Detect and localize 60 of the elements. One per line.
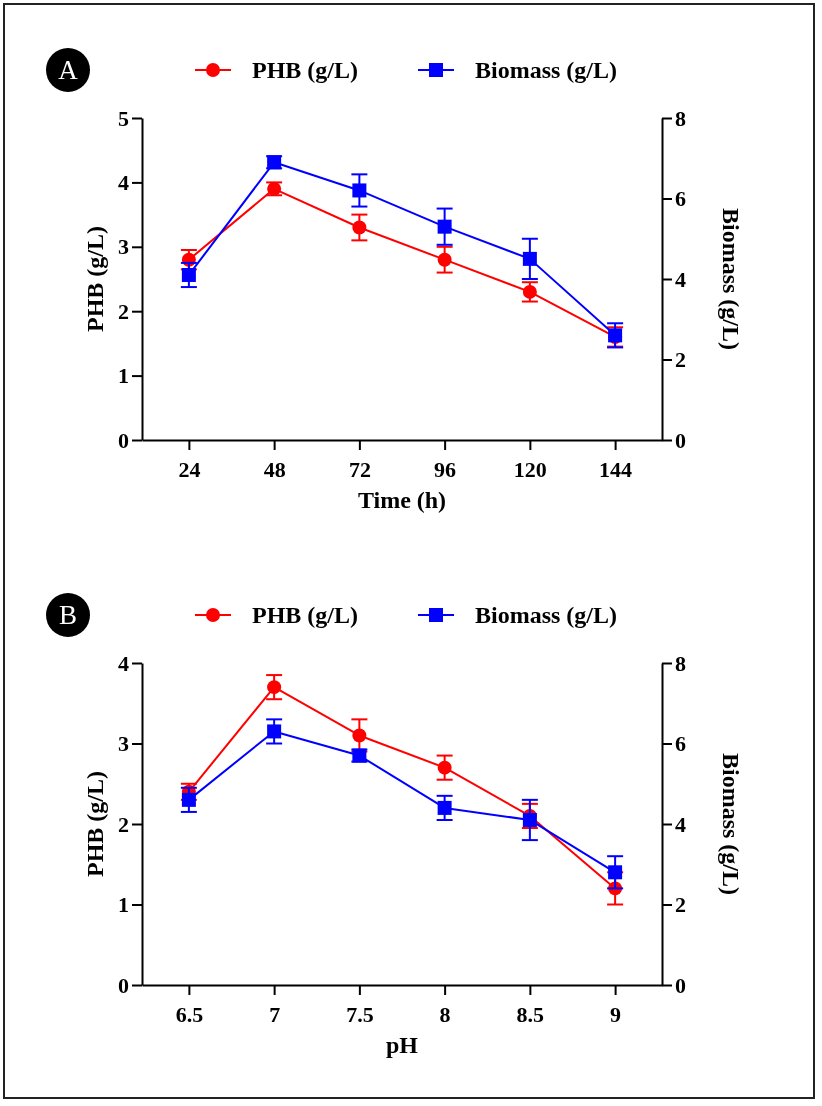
y2-tick-label: 4 bbox=[675, 266, 686, 292]
x-tick-label: 144 bbox=[599, 457, 633, 483]
x-tick-label: 6.5 bbox=[175, 1002, 204, 1028]
y-axis-title: PHB (g/L) bbox=[82, 771, 108, 877]
point bbox=[437, 252, 452, 267]
point bbox=[437, 800, 452, 815]
legend-label: PHB (g/L) bbox=[252, 602, 358, 628]
y-tick-label: 4 bbox=[118, 650, 129, 676]
legend-label: Biomass (g/L) bbox=[475, 602, 618, 628]
point bbox=[608, 865, 623, 880]
point bbox=[181, 792, 196, 807]
x-tick-label: 9 bbox=[610, 1002, 622, 1028]
x-tick-label: 7.5 bbox=[346, 1002, 374, 1028]
y2-tick-label: 0 bbox=[675, 972, 686, 998]
point bbox=[267, 680, 282, 695]
y-tick-label: 4 bbox=[118, 169, 129, 195]
point bbox=[352, 220, 367, 235]
x-tick-label: 72 bbox=[348, 457, 371, 483]
point bbox=[437, 760, 452, 775]
y-tick-label: 2 bbox=[118, 811, 129, 837]
y-tick-label: 3 bbox=[118, 234, 129, 260]
x-tick-label: 8.5 bbox=[516, 1002, 545, 1028]
y2-tick-label: 6 bbox=[675, 731, 686, 757]
y-tick-label: 2 bbox=[118, 298, 129, 324]
point bbox=[267, 724, 282, 739]
y-tick-label: 5 bbox=[118, 105, 129, 131]
point bbox=[352, 728, 367, 743]
point bbox=[522, 812, 537, 827]
x-tick-label: 7 bbox=[269, 1002, 281, 1028]
point bbox=[522, 284, 537, 299]
point bbox=[437, 219, 452, 234]
x-axis-title: Time (h) bbox=[357, 487, 447, 513]
y2-tick-label: 0 bbox=[675, 427, 686, 453]
chart-title: B bbox=[58, 600, 78, 630]
y2-tick-label: 8 bbox=[675, 650, 686, 676]
x-tick-label: 96 bbox=[434, 457, 457, 483]
y-tick-label: 1 bbox=[118, 363, 129, 389]
chart-title: A bbox=[58, 55, 79, 85]
y2-axis-title: Biomass (g/L) bbox=[718, 752, 744, 896]
y2-tick-label: 2 bbox=[675, 892, 686, 918]
y2-axis-title: Biomass (g/L) bbox=[718, 207, 744, 351]
point bbox=[522, 251, 537, 266]
point bbox=[181, 267, 196, 282]
x-axis-title: pH bbox=[385, 1032, 419, 1058]
y2-tick-label: 8 bbox=[675, 105, 686, 131]
y-tick-label: 0 bbox=[118, 427, 129, 453]
legend-label: Biomass (g/L) bbox=[475, 57, 618, 83]
y-tick-label: 0 bbox=[118, 972, 129, 998]
x-tick-label: 48 bbox=[263, 457, 286, 483]
y-axis-title: PHB (g/L) bbox=[82, 226, 108, 332]
x-tick-label: 120 bbox=[513, 457, 547, 483]
y-tick-label: 3 bbox=[118, 731, 129, 757]
x-tick-label: 8 bbox=[439, 1002, 451, 1028]
legend-label: PHB (g/L) bbox=[252, 57, 358, 83]
y2-tick-label: 6 bbox=[675, 186, 686, 212]
y-tick-label: 1 bbox=[118, 892, 129, 918]
y2-tick-label: 2 bbox=[675, 347, 686, 373]
y2-tick-label: 4 bbox=[675, 811, 686, 837]
x-tick-label: 24 bbox=[178, 457, 201, 483]
point bbox=[352, 183, 367, 198]
